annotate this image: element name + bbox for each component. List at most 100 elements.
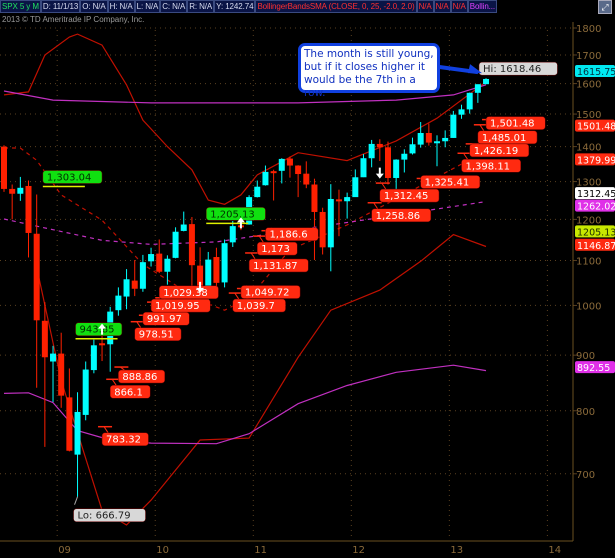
pivot-low-label-text: 1,039.7 <box>237 301 275 312</box>
candle-body <box>9 188 16 194</box>
x-tick-label: 10 <box>156 545 169 556</box>
pivot-low-leader <box>258 235 264 243</box>
indicator-line <box>3 201 487 246</box>
candle <box>335 189 342 237</box>
pivot-low-label-text: 1,029.38 <box>163 288 208 299</box>
price-marker-box <box>575 225 615 238</box>
candle <box>164 255 171 285</box>
price-marker-text: 892.55 <box>577 363 610 374</box>
candle <box>66 368 73 452</box>
study2-cell[interactable]: Bollin... <box>467 0 498 13</box>
candle-body <box>74 411 81 455</box>
y-tick-label: 1100 <box>576 256 601 267</box>
candle <box>483 78 490 85</box>
pivot-low-label-text: 866.1 <box>114 387 143 398</box>
pivot-low-label: 1,325.41 <box>420 175 481 189</box>
candle-body <box>188 224 195 266</box>
price-marker: 1312.45 <box>575 187 615 200</box>
symbol-cell[interactable]: SPX 5 y M <box>0 0 41 13</box>
pivot-low-label-text: 783.32 <box>106 435 141 446</box>
pivot-low-label-text: 1,398.11 <box>466 161 511 172</box>
candle <box>417 121 424 148</box>
pivot-high-label: 943.85 <box>75 322 123 336</box>
indicator-line <box>36 233 487 526</box>
high-label-box <box>478 61 558 76</box>
candle <box>303 161 310 189</box>
candle <box>221 239 228 288</box>
price-marker-text: 1146.87 <box>577 241 615 252</box>
candle <box>50 345 57 402</box>
candle-body <box>254 186 261 198</box>
pivot-low-label-box <box>248 258 309 273</box>
candle-body <box>50 353 57 362</box>
candle <box>172 227 179 259</box>
y-tick-label: 1800 <box>576 24 601 35</box>
pivot-low-label-text: 1,173 <box>261 244 290 255</box>
candle-body <box>90 345 97 371</box>
pivot-low-label: 1,131.87 <box>248 258 309 273</box>
price-marker-text: 1262.02 <box>577 202 615 213</box>
candle <box>229 220 236 247</box>
candle <box>474 84 481 103</box>
study-value-cell: N/A <box>433 0 451 13</box>
pivot-low-label: 1,173 <box>257 241 298 256</box>
candle <box>286 156 293 178</box>
pivot-low-leader <box>250 252 256 260</box>
expand-icon[interactable]: ⤢ <box>598 0 612 14</box>
candle-body <box>335 199 342 202</box>
candle-body <box>368 143 375 159</box>
price-marker: 892.55 <box>575 361 615 374</box>
candle-body <box>139 262 146 289</box>
high-label-text: Hi: 1618.46 <box>483 64 541 75</box>
date-cell: D: 11/1/13 <box>40 0 81 13</box>
pivot-low-label-box <box>485 116 546 130</box>
pivot-low-label-box <box>232 298 286 313</box>
price-marker: 1146.87 <box>575 238 615 252</box>
pivot-low-label-text: 978.51 <box>139 330 174 341</box>
study-value-cell: N/A <box>450 0 468 13</box>
pivot-low-label: 978.51 <box>134 327 182 341</box>
pivot-low-leader <box>103 426 109 433</box>
candle <box>401 149 408 173</box>
candle <box>368 139 375 168</box>
candle <box>434 135 441 167</box>
price-marker-box <box>575 64 615 77</box>
pivot-low-leader <box>463 152 468 160</box>
candle <box>25 180 32 258</box>
candle <box>90 339 97 374</box>
x-tick-label: 14 <box>548 545 561 556</box>
pivot-low-leader <box>479 124 485 132</box>
pivot-low-label: 1,019.95 <box>150 298 211 313</box>
pivot-high-label-box <box>42 170 103 184</box>
candle <box>360 154 367 178</box>
candle-body <box>115 295 122 311</box>
pivot-low-label: 783.32 <box>101 432 149 446</box>
candle-body <box>172 231 179 258</box>
candle <box>311 178 318 261</box>
pivot-high-label: 1,303.04 <box>42 170 103 184</box>
pivot-low-label: 991.97 <box>142 311 190 326</box>
pivot-low-label-box <box>477 130 538 145</box>
y-tick-label: 900 <box>576 351 595 362</box>
study-cell[interactable]: BollingerBandsSMA (CLOSE, 0, 25, -2.0, 2… <box>255 0 417 13</box>
candle <box>180 211 187 232</box>
candle <box>344 192 351 219</box>
candle-body <box>319 211 326 248</box>
candle-body <box>156 253 163 272</box>
candle <box>41 302 48 447</box>
x-tick-label: 11 <box>254 545 267 556</box>
pivot-low-label: 1,258.86 <box>371 208 432 223</box>
y-tick-label: 1500 <box>576 110 601 121</box>
candle-body <box>1 146 7 189</box>
pivot-low-label: 1,039.7 <box>232 298 286 313</box>
arrow-up-icon <box>236 217 245 229</box>
low-label-box <box>73 508 146 522</box>
candle-body <box>450 114 457 138</box>
candle-body <box>131 280 138 289</box>
arrow-down-icon <box>375 167 384 179</box>
y-tick-label: 1700 <box>576 51 601 62</box>
candle-body <box>434 141 441 144</box>
pivot-low-label-box <box>134 327 182 341</box>
copyright: 2013 © TD Ameritrade IP Company, Inc. <box>2 15 145 24</box>
